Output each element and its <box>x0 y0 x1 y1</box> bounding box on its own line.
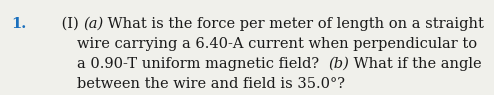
Text: What if the angle: What if the angle <box>349 57 482 71</box>
Text: wire carrying a 6.40-A current when perpendicular to: wire carrying a 6.40-A current when perp… <box>77 37 477 51</box>
Text: (I): (I) <box>57 17 83 31</box>
Text: 1.: 1. <box>11 17 26 31</box>
Text: a 0.90-T uniform magnetic field?: a 0.90-T uniform magnetic field? <box>77 57 328 71</box>
Text: between the wire and field is 35.0°?: between the wire and field is 35.0°? <box>77 77 345 91</box>
Text: What is the force per meter of length on a straight: What is the force per meter of length on… <box>103 17 484 31</box>
Text: (b): (b) <box>328 57 349 71</box>
Text: (a): (a) <box>83 17 103 31</box>
